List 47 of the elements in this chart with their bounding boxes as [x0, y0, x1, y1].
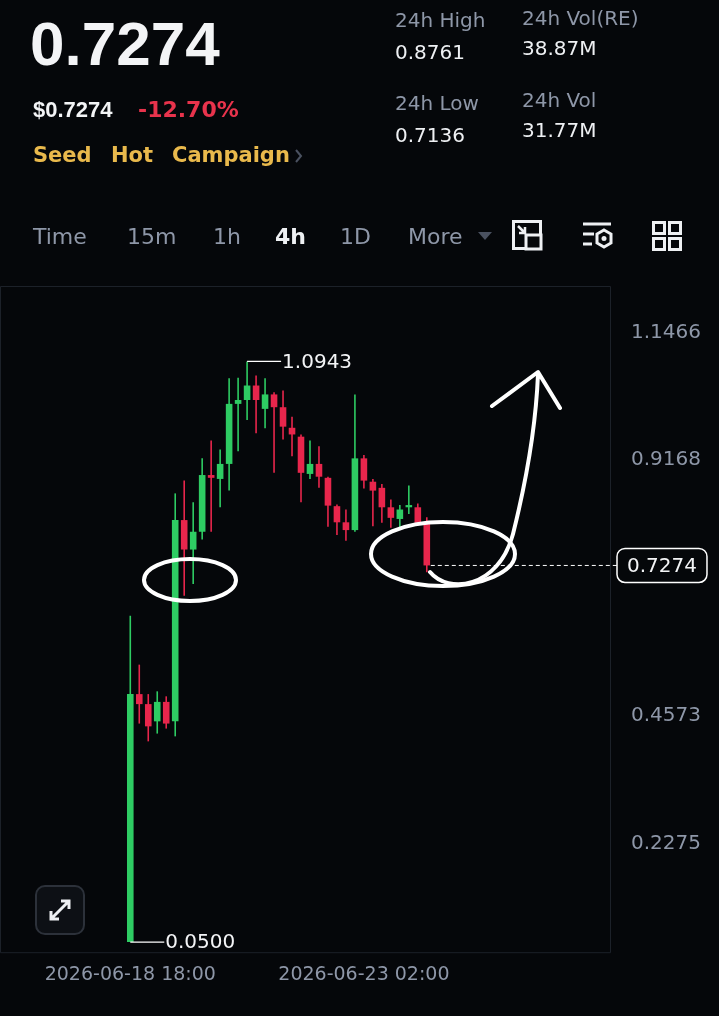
candlestick — [261, 377, 269, 430]
x-tick-label: 2026-06-23 02:00 — [278, 961, 450, 984]
ref-line-label: 0.7274 — [627, 552, 697, 577]
text: Hot — [111, 143, 154, 167]
y-tick-label: 0.2275 — [631, 829, 701, 854]
y-tick-label: 0.9168 — [631, 446, 701, 471]
x-tick-label: 2026-06-18 18:00 — [44, 961, 216, 984]
candlestick — [279, 389, 287, 441]
text: 15m — [127, 224, 177, 249]
chart-subtitle: $0.7274 — [33, 97, 113, 123]
text: 0.7136 — [395, 123, 465, 147]
y-tick-label: 0.4573 — [631, 701, 701, 726]
text: Time — [33, 224, 87, 249]
candlestick — [333, 503, 341, 536]
candlestick — [387, 498, 395, 529]
candlestick — [144, 693, 152, 743]
annotation: 1.0943 — [282, 348, 353, 373]
y-tick-label: 1.1466 — [631, 318, 701, 343]
candlestick — [216, 448, 224, 509]
annotation: 0.0500 — [165, 929, 236, 954]
text: 4h — [275, 224, 306, 249]
text: 31.77M — [522, 118, 597, 142]
candlestick — [342, 508, 350, 542]
text: 24h Vol(RE) — [522, 6, 639, 30]
candlestick — [207, 439, 215, 533]
text: -12.70% — [138, 97, 239, 122]
candlestick — [153, 690, 161, 735]
text: 24h Low — [395, 91, 479, 115]
candlestick — [369, 478, 377, 527]
candlestick — [360, 454, 368, 490]
candlestick — [135, 663, 143, 725]
candlestick — [270, 391, 278, 474]
chart-title: 0.7274 — [30, 8, 220, 79]
text: Campaign — [172, 143, 290, 167]
text: 1h — [213, 224, 241, 249]
candlestick — [315, 445, 323, 489]
text: 1D — [340, 224, 371, 249]
text: 24h High — [395, 8, 486, 32]
text: More — [408, 224, 463, 249]
text: Seed — [33, 143, 92, 167]
text: 38.87M — [522, 36, 597, 60]
text: 0.8761 — [395, 40, 465, 64]
text: 24h Vol — [522, 88, 597, 112]
candlestick — [306, 439, 314, 480]
candlestick — [234, 376, 242, 452]
candlestick — [189, 501, 197, 585]
candlestick — [162, 695, 170, 730]
